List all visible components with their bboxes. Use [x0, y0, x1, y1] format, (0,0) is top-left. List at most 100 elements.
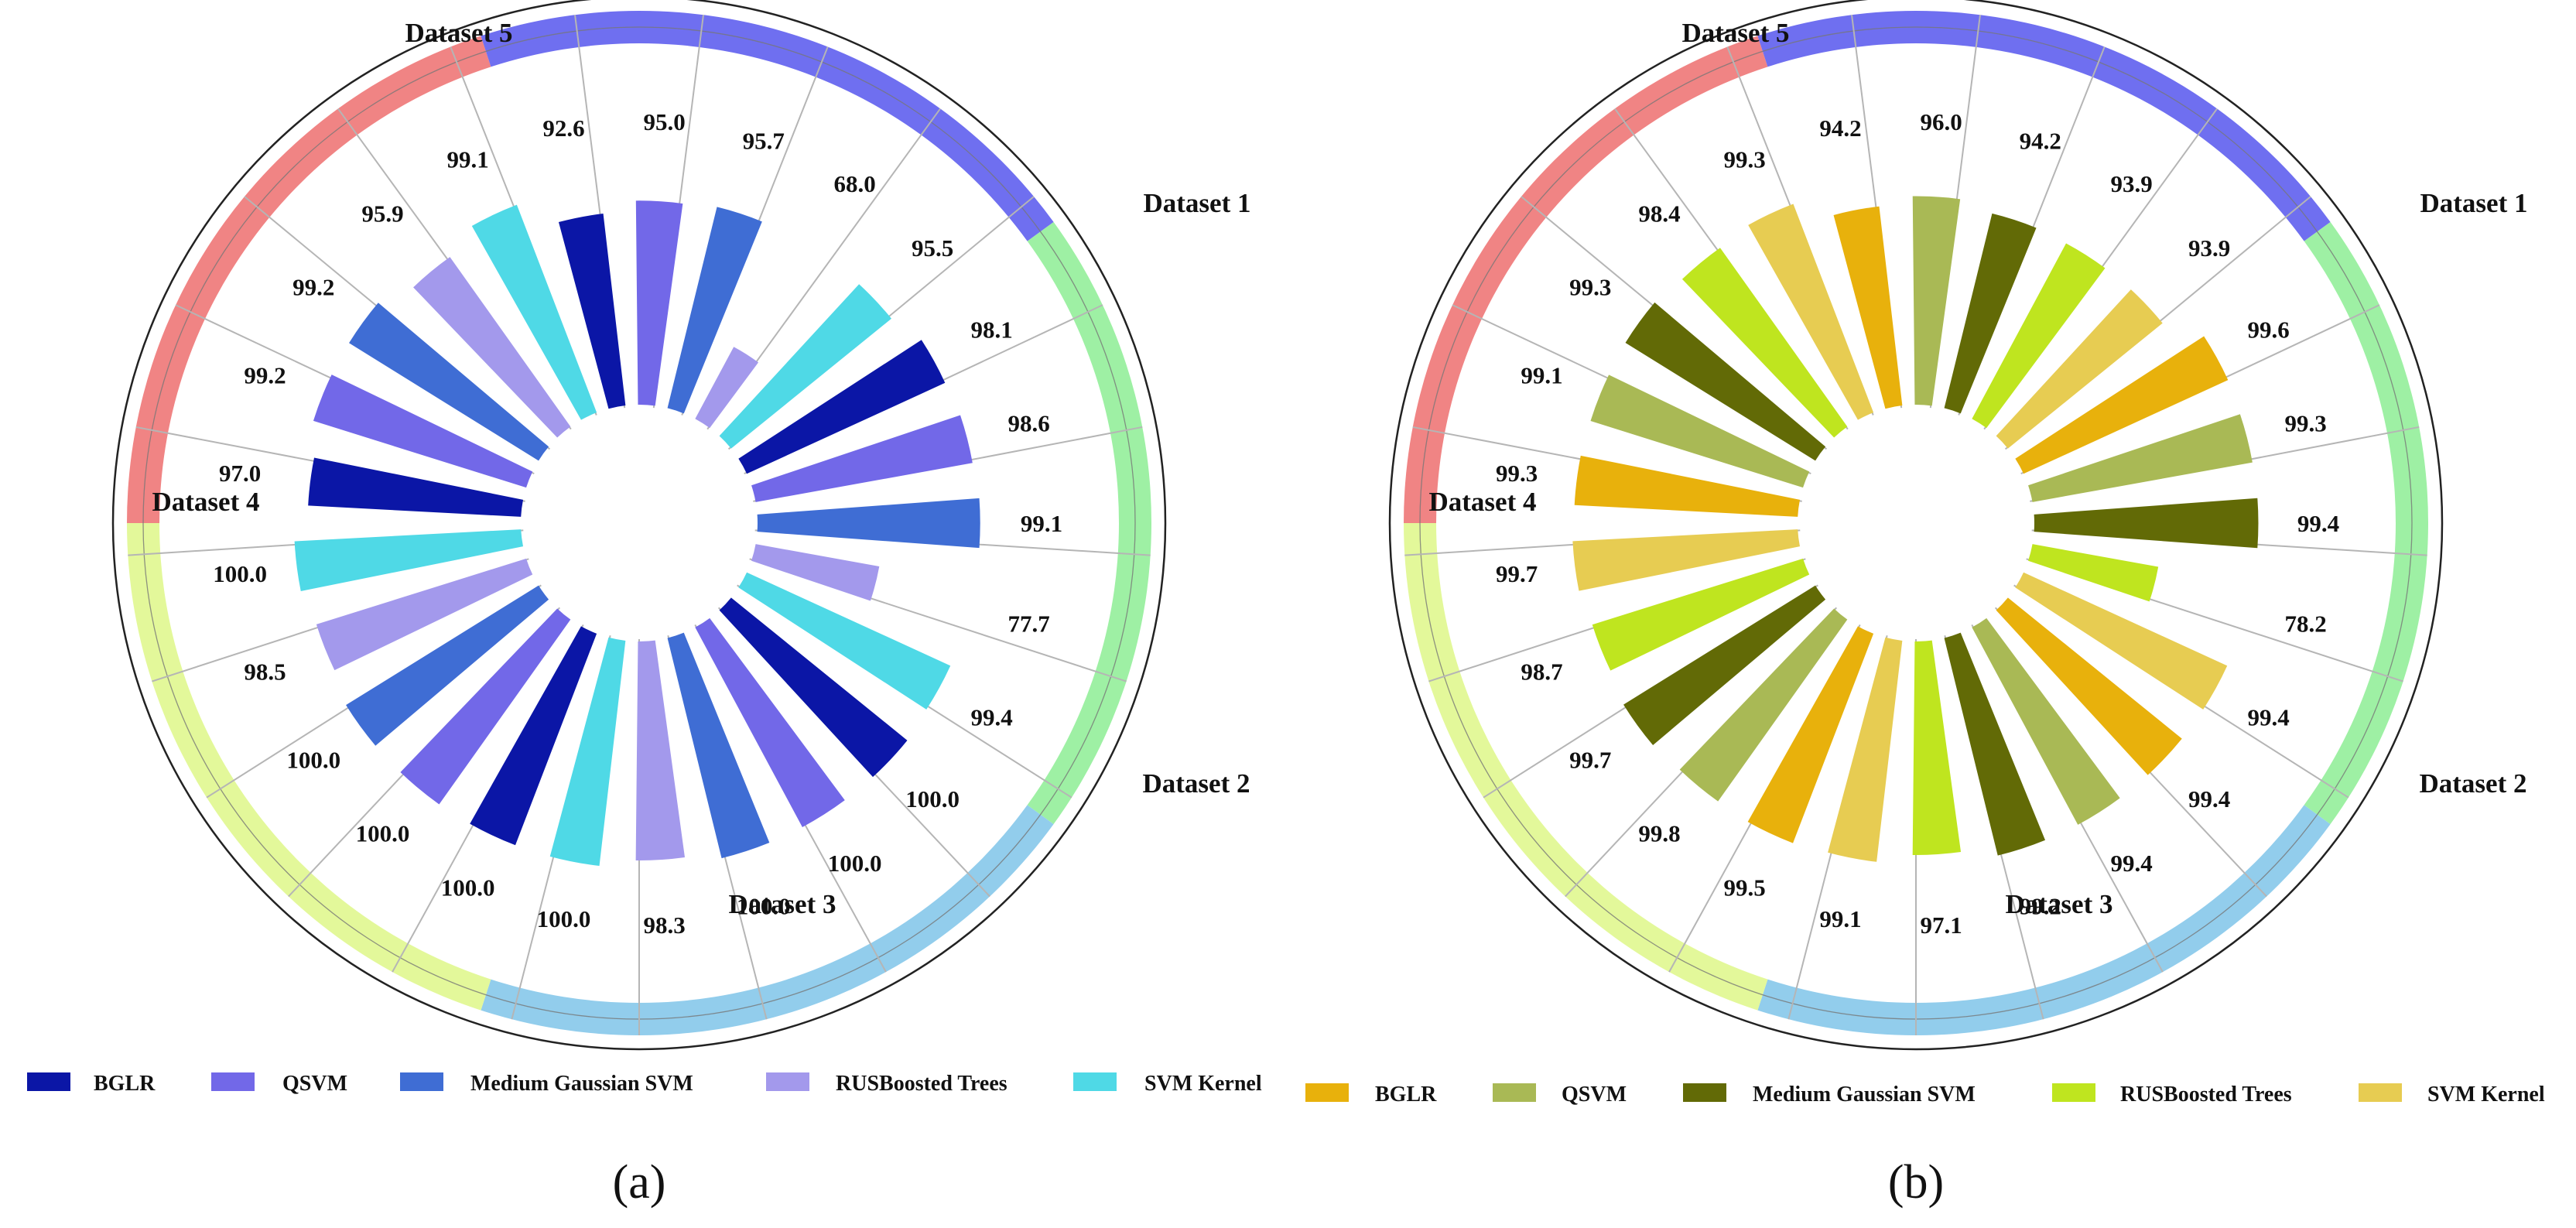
bar-svm-kernel: [294, 529, 524, 591]
value-label: 99.1: [1819, 905, 1861, 932]
value-label: 99.8: [1638, 820, 1680, 847]
value-label: 78.2: [2285, 610, 2327, 637]
value-label: 96.0: [1921, 108, 1962, 135]
bar-medium-gaussian-svm: [2034, 498, 2259, 549]
bar-qsvm: [1912, 196, 1961, 406]
legend-swatch: [2359, 1083, 2402, 1102]
value-label: 98.3: [644, 912, 686, 939]
value-label: 99.1: [1021, 510, 1062, 537]
dataset-label: Dataset 1: [2420, 188, 2528, 218]
bar-rusboosted-trees: [751, 544, 880, 601]
bar-svm-kernel: [1748, 204, 1874, 420]
legend-swatch: [766, 1072, 809, 1091]
value-label: 95.9: [361, 200, 403, 227]
value-label: 95.0: [644, 108, 686, 135]
dataset-label: Dataset 3: [729, 889, 836, 919]
bar-bglr: [1833, 206, 1903, 409]
legend-swatch: [400, 1072, 443, 1091]
value-label: 97.0: [219, 460, 261, 487]
dataset-label: Dataset 1: [1144, 188, 1251, 218]
value-label: 98.5: [244, 658, 286, 685]
value-label: 100.0: [537, 905, 591, 932]
legend-a: BGLR QSVM Medium Gaussian SVM RUSBoosted Tr…: [27, 1072, 1262, 1096]
bar-qsvm: [635, 200, 683, 406]
radial-chart-a: 98.1 98.6 99.1 77.7 99.4 Dataset 1 100.0 100.0 1…: [111, 0, 1251, 1051]
value-label: 99.3: [1496, 460, 1538, 487]
dataset-label: Dataset 5: [1682, 18, 1790, 48]
value-label: 99.2: [244, 362, 286, 389]
bar-rusboosted-trees: [316, 558, 533, 671]
dataset-label: Dataset 4: [152, 487, 260, 517]
bar-qsvm: [313, 375, 533, 488]
bar-qsvm: [695, 617, 845, 827]
bar-svm-kernel: [471, 204, 597, 420]
value-label: 98.1: [971, 316, 1013, 343]
value-label: 98.7: [1521, 658, 1562, 685]
legend-label: RUSBoosted Trees: [836, 1072, 1007, 1096]
value-label: 99.2: [2020, 893, 2061, 920]
value-label: 99.4: [2111, 850, 2153, 877]
legend-b: BGLR QSVM Medium Gaussian SVM RUSBoosted Tr…: [1305, 1083, 2545, 1107]
legend-label: BGLR: [1375, 1083, 1437, 1107]
bar-qsvm: [400, 608, 571, 805]
outer-circle: [1388, 0, 2444, 1051]
value-label: 77.7: [1008, 610, 1050, 637]
bar-rusboosted-trees: [695, 347, 759, 429]
bar-qsvm: [1679, 608, 1848, 802]
dataset-ring-segment: [481, 11, 1054, 241]
radial-chart-b: 99.6 99.3 99.4 78.2 99.4 Dataset 1 99.4 99.4 99.…: [1388, 0, 2528, 1051]
bar-svm-kernel: [1996, 289, 2163, 449]
value-label: 97.1: [1921, 912, 1962, 939]
dataset-label: Dataset 4: [1429, 487, 1537, 517]
bar-bglr: [1747, 626, 1874, 843]
legend-swatch: [1683, 1083, 1726, 1102]
legend-label: BGLR: [94, 1072, 156, 1096]
bar-medium-gaussian-svm: [1944, 632, 2046, 856]
bar-bglr: [719, 597, 908, 778]
value-label: 94.2: [2020, 127, 2061, 154]
value-label: 100.0: [213, 560, 267, 587]
dataset-ring-segment: [1757, 805, 2331, 1035]
dataset-ring-segment: [1404, 36, 1768, 524]
value-label: 99.3: [1569, 273, 1611, 300]
value-label: 99.3: [2285, 410, 2327, 437]
outer-circle: [111, 0, 1167, 1051]
bar-rusboosted-trees: [1972, 243, 2106, 429]
value-label: 99.4: [971, 704, 1013, 731]
legend-swatch: [1493, 1083, 1536, 1102]
value-label: 99.3: [1723, 145, 1765, 173]
value-label: 95.7: [743, 127, 785, 154]
value-label: 99.1: [1521, 362, 1562, 389]
value-label: 100.0: [441, 874, 495, 901]
bar-svm-kernel: [2015, 572, 2228, 710]
bar-bglr: [1574, 455, 1801, 517]
value-label: 92.6: [542, 115, 584, 142]
dataset-label: Dataset 5: [405, 18, 513, 48]
legend-swatch: [1305, 1083, 1349, 1102]
bar-bglr: [308, 457, 524, 517]
bar-svm-kernel: [1828, 637, 1903, 862]
legend-label: SVM Kernel: [2427, 1083, 2545, 1107]
legend-swatch: [27, 1072, 70, 1091]
legend-label: Medium Gaussian SVM: [470, 1072, 693, 1096]
bar-rusboosted-trees: [1912, 640, 1962, 856]
value-label: 99.6: [2248, 316, 2290, 343]
dataset-label: Dataset 2: [1143, 768, 1250, 799]
bar-bglr: [738, 340, 946, 474]
bar-medium-gaussian-svm: [346, 585, 549, 746]
bar-rusboosted-trees: [635, 640, 685, 861]
value-label: 100.0: [905, 785, 960, 812]
value-label: 95.5: [912, 234, 953, 262]
legend-swatch: [2052, 1083, 2095, 1102]
value-label: 98.4: [1638, 200, 1680, 227]
value-label: 68.0: [834, 170, 876, 197]
value-label: 99.1: [446, 145, 488, 173]
bar-svm-kernel: [1572, 529, 1801, 591]
dataset-ring-segment: [2304, 221, 2428, 825]
value-label: 99.2: [292, 273, 334, 300]
bar-qsvm: [751, 415, 973, 502]
bar-medium-gaussian-svm: [757, 498, 980, 549]
legend-swatch: [1073, 1072, 1117, 1091]
panel-label-b: (b): [1888, 1156, 1944, 1209]
